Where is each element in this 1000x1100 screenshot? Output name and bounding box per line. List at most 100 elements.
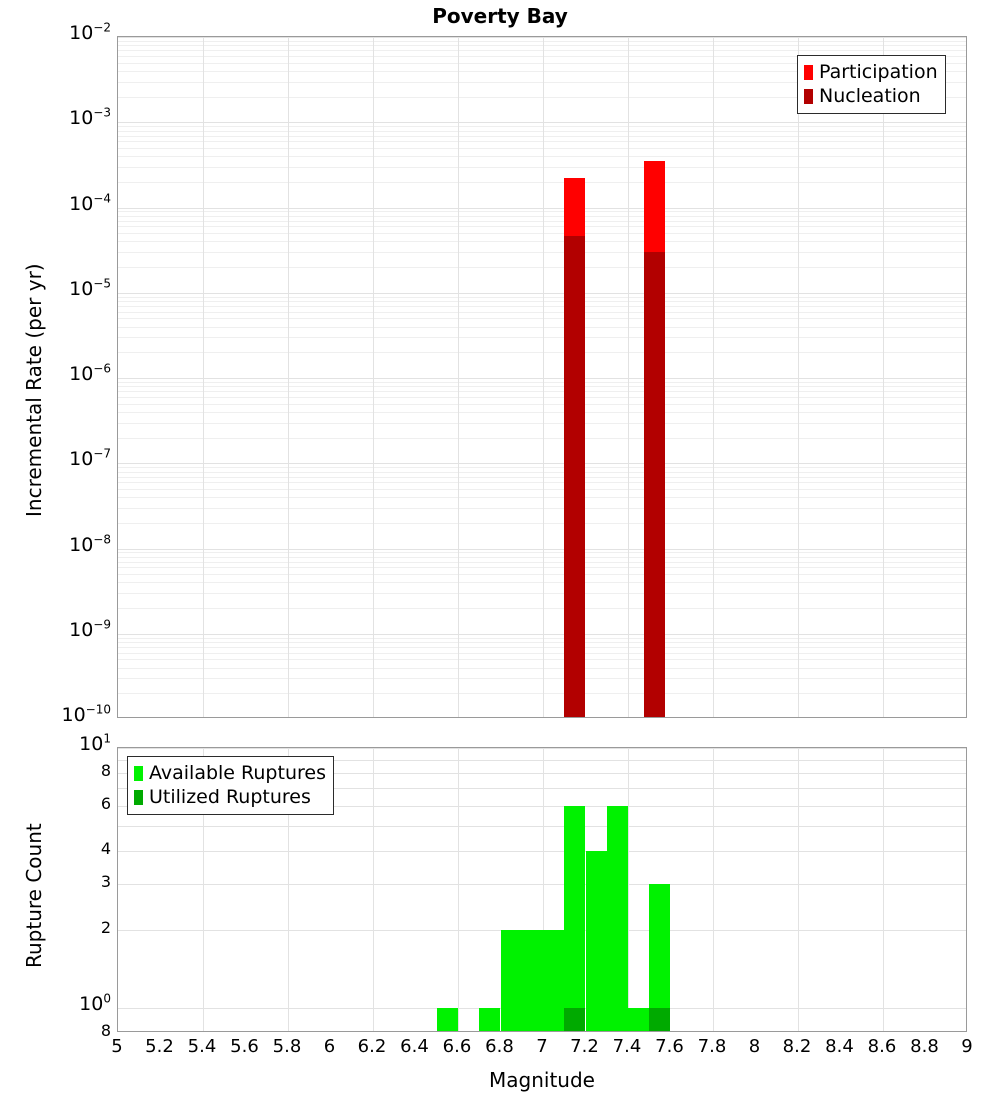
gridline-horizontal [118,403,966,405]
top-panel-y-tick-label: 10−6 [69,361,111,385]
gridline-horizontal [118,81,966,83]
available-ruptures-bar [585,851,607,1031]
gridline-horizontal [118,748,966,749]
gridline-vertical [798,37,799,717]
gridline-vertical [798,748,799,1031]
bottom-panel-y-tick-label: 8 [100,1021,111,1040]
gridline-horizontal [118,552,966,554]
gridline-horizontal [118,593,966,595]
gridline-horizontal [118,561,966,563]
gridline-horizontal [118,482,966,484]
gridline-horizontal [118,851,966,853]
legend-row: Nucleation [804,84,938,108]
gridline-vertical [373,37,374,717]
gridline-horizontal [118,166,966,168]
gridline-vertical [883,748,884,1031]
gridline-horizontal [118,396,966,398]
bottom-panel-y-axis-label: Rupture Count [22,822,46,968]
legend-row: Available Ruptures [134,761,326,785]
x-tick-label: 6.4 [400,1036,429,1057]
legend-label: Available Ruptures [149,761,326,784]
gridline-horizontal [118,37,966,38]
bottom-panel-y-tick-label: 6 [100,793,111,813]
x-tick-label: 5 [111,1036,123,1057]
gridline-horizontal [118,233,966,235]
legend-row: Participation [804,60,938,84]
gridline-vertical [458,37,459,717]
x-tick-label: 7.6 [655,1036,684,1057]
top-panel-y-axis-label: Incremental Rate (per yr) [22,263,46,517]
gridline-horizontal [118,381,966,383]
x-tick-label: 8.8 [910,1036,939,1057]
gridline-horizontal [118,386,966,388]
gridline-horizontal [118,637,966,639]
gridline-horizontal [118,318,966,320]
legend-swatch-nucleation [804,88,813,104]
gridline-vertical [373,748,374,1031]
gridline-horizontal [118,507,966,509]
x-axis-label: Magnitude [489,1068,595,1092]
gridline-horizontal [118,652,966,654]
available-ruptures-bar [628,1007,650,1031]
gridline-horizontal [118,252,966,254]
gridline-horizontal [118,126,966,128]
gridline-horizontal [118,306,966,307]
available-ruptures-bar [543,929,565,1031]
gridline-horizontal [118,463,966,465]
gridline-horizontal [118,40,966,42]
legend-swatch-participation [804,64,813,80]
gridline-horizontal [118,267,966,269]
top-panel-legend: Participation Nucleation [797,55,946,114]
gridline-horizontal [118,301,966,302]
gridline-horizontal [118,759,966,761]
available-ruptures-bar [479,1007,501,1031]
gridline-horizontal [118,220,966,222]
gridline-horizontal [118,55,966,57]
gridline-vertical [203,37,204,717]
gridline-vertical [713,748,714,1031]
top-panel-y-tick-label: 10−2 [69,20,111,44]
gridline-horizontal [118,548,966,550]
top-panel-y-tick-label: 10−5 [69,276,111,300]
available-ruptures-bar [500,929,522,1031]
bottom-panel-y-tick-label: 3 [100,871,111,891]
bottom-panel-y-tick-label: 4 [100,839,111,859]
gridline-horizontal [118,883,966,885]
legend-label: Utilized Ruptures [149,785,311,808]
gridline-horizontal [118,788,966,790]
bottom-panel-y-tick-label: 100 [79,991,111,1015]
available-ruptures-bar [436,1007,458,1031]
gridline-horizontal [118,241,966,243]
gridline-horizontal [118,70,966,72]
gridline-horizontal [118,181,966,183]
gridline-vertical [543,37,544,717]
gridline-horizontal [118,471,966,473]
gridline-horizontal [118,62,966,64]
bottom-panel-y-tick-label: 8 [100,761,111,781]
legend-label: Participation [819,60,938,83]
gridline-horizontal [118,647,966,648]
x-tick-label: 7.2 [570,1036,599,1057]
gridline-horizontal [118,352,966,354]
x-tick-label: 8.4 [825,1036,854,1057]
x-tick-label: 6.2 [357,1036,387,1057]
gridline-vertical [628,748,629,1031]
gridline-horizontal [118,422,966,424]
gridline-horizontal [118,574,966,576]
gridline-horizontal [118,311,966,313]
page-title: Poverty Bay [432,4,568,28]
available-ruptures-bar [649,883,671,1031]
x-tick-label: 7.8 [697,1036,727,1057]
gridline-horizontal [118,488,966,490]
gridline-horizontal [118,378,966,379]
gridline-horizontal [118,292,966,294]
gridline-vertical [883,37,884,717]
gridline-horizontal [118,96,966,98]
x-tick-label: 6.8 [485,1036,514,1057]
available-ruptures-bar [521,929,544,1031]
gridline-horizontal [118,659,966,661]
gridline-horizontal [118,582,966,584]
gridline-vertical [288,748,289,1031]
gridline-horizontal [118,805,966,807]
